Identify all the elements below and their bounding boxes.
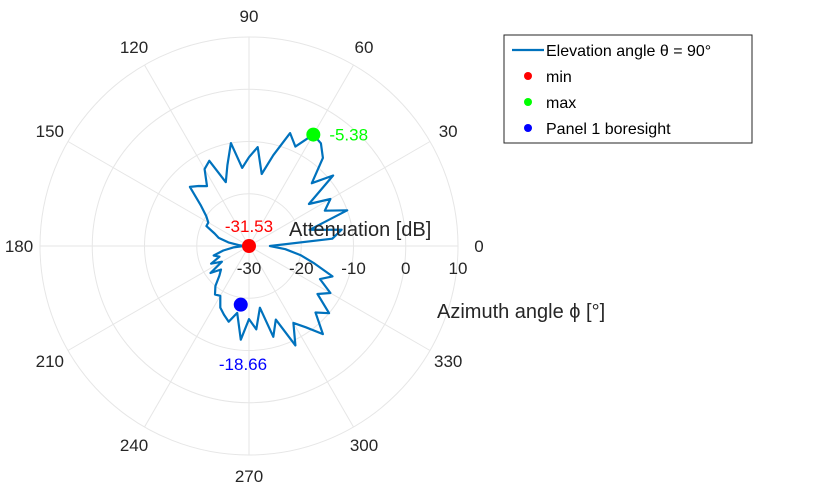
theta-tick-label-4: 120: [120, 38, 148, 57]
markers-layer: -31.53 -5.38 -18.66: [219, 126, 368, 374]
data-label-min: -31.53: [225, 217, 273, 236]
legend-label-0: Elevation angle θ = 90°: [546, 43, 711, 60]
theta-tick-label-7: 210: [36, 352, 64, 371]
r-tick-label-2: -10: [341, 259, 366, 278]
theta-tick-label-5: 150: [36, 122, 64, 141]
grid-spoke-2: [248, 64, 354, 247]
grid-spoke-5: [67, 141, 250, 247]
legend: Elevation angle θ = 90° min max Panel 1 bor…: [503, 34, 753, 144]
theta-tick-label-8: 240: [120, 436, 148, 455]
grid-spoke-10: [248, 245, 354, 428]
theta-tick-label-6: 180: [5, 237, 33, 256]
grid-spoke-11: [248, 245, 431, 351]
legend-dot-swatch-3: [524, 124, 532, 132]
legend-dot-swatch-1: [524, 72, 532, 80]
marker-panel-1-boresight: [233, 297, 248, 312]
legend-box: [503, 34, 753, 144]
theta-tick-labels: 0 30 60 90 120 150 180 210 240 270 300 330: [5, 7, 484, 486]
theta-tick-label-10: 300: [350, 436, 378, 455]
theta-tick-label-3: 90: [240, 7, 259, 26]
theta-tick-label-1: 30: [439, 122, 458, 141]
theta-tick-label-9: 270: [235, 467, 263, 486]
legend-label-2: max: [546, 95, 576, 112]
legend-label-1: min: [546, 69, 572, 86]
marker-max: [306, 127, 321, 142]
r-tick-label-0: -30: [237, 259, 262, 278]
theta-tick-label-11: 330: [434, 352, 462, 371]
r-tick-labels: -30 -20 -10 0 10: [237, 259, 468, 278]
theta-tick-label-0: 0: [474, 237, 483, 256]
grid-spoke-8: [144, 245, 250, 428]
data-label-panel-1-boresight: -18.66: [219, 355, 267, 374]
grid-spoke-1: [248, 141, 431, 247]
marker-min: [242, 239, 256, 253]
theta-tick-label-2: 60: [355, 38, 374, 57]
theta-axis-label: Azimuth angle ϕ [°]: [437, 301, 605, 323]
r-tick-label-1: -20: [289, 259, 314, 278]
legend-label-3: Panel 1 boresight: [546, 121, 671, 138]
grid-spoke-4: [144, 64, 250, 247]
legend-dot-swatch-2: [524, 98, 532, 106]
data-label-max: -5.38: [329, 126, 368, 145]
r-tick-label-3: 0: [401, 259, 410, 278]
r-tick-label-4: 10: [449, 259, 468, 278]
r-axis-label: Attenuation [dB]: [289, 219, 431, 241]
